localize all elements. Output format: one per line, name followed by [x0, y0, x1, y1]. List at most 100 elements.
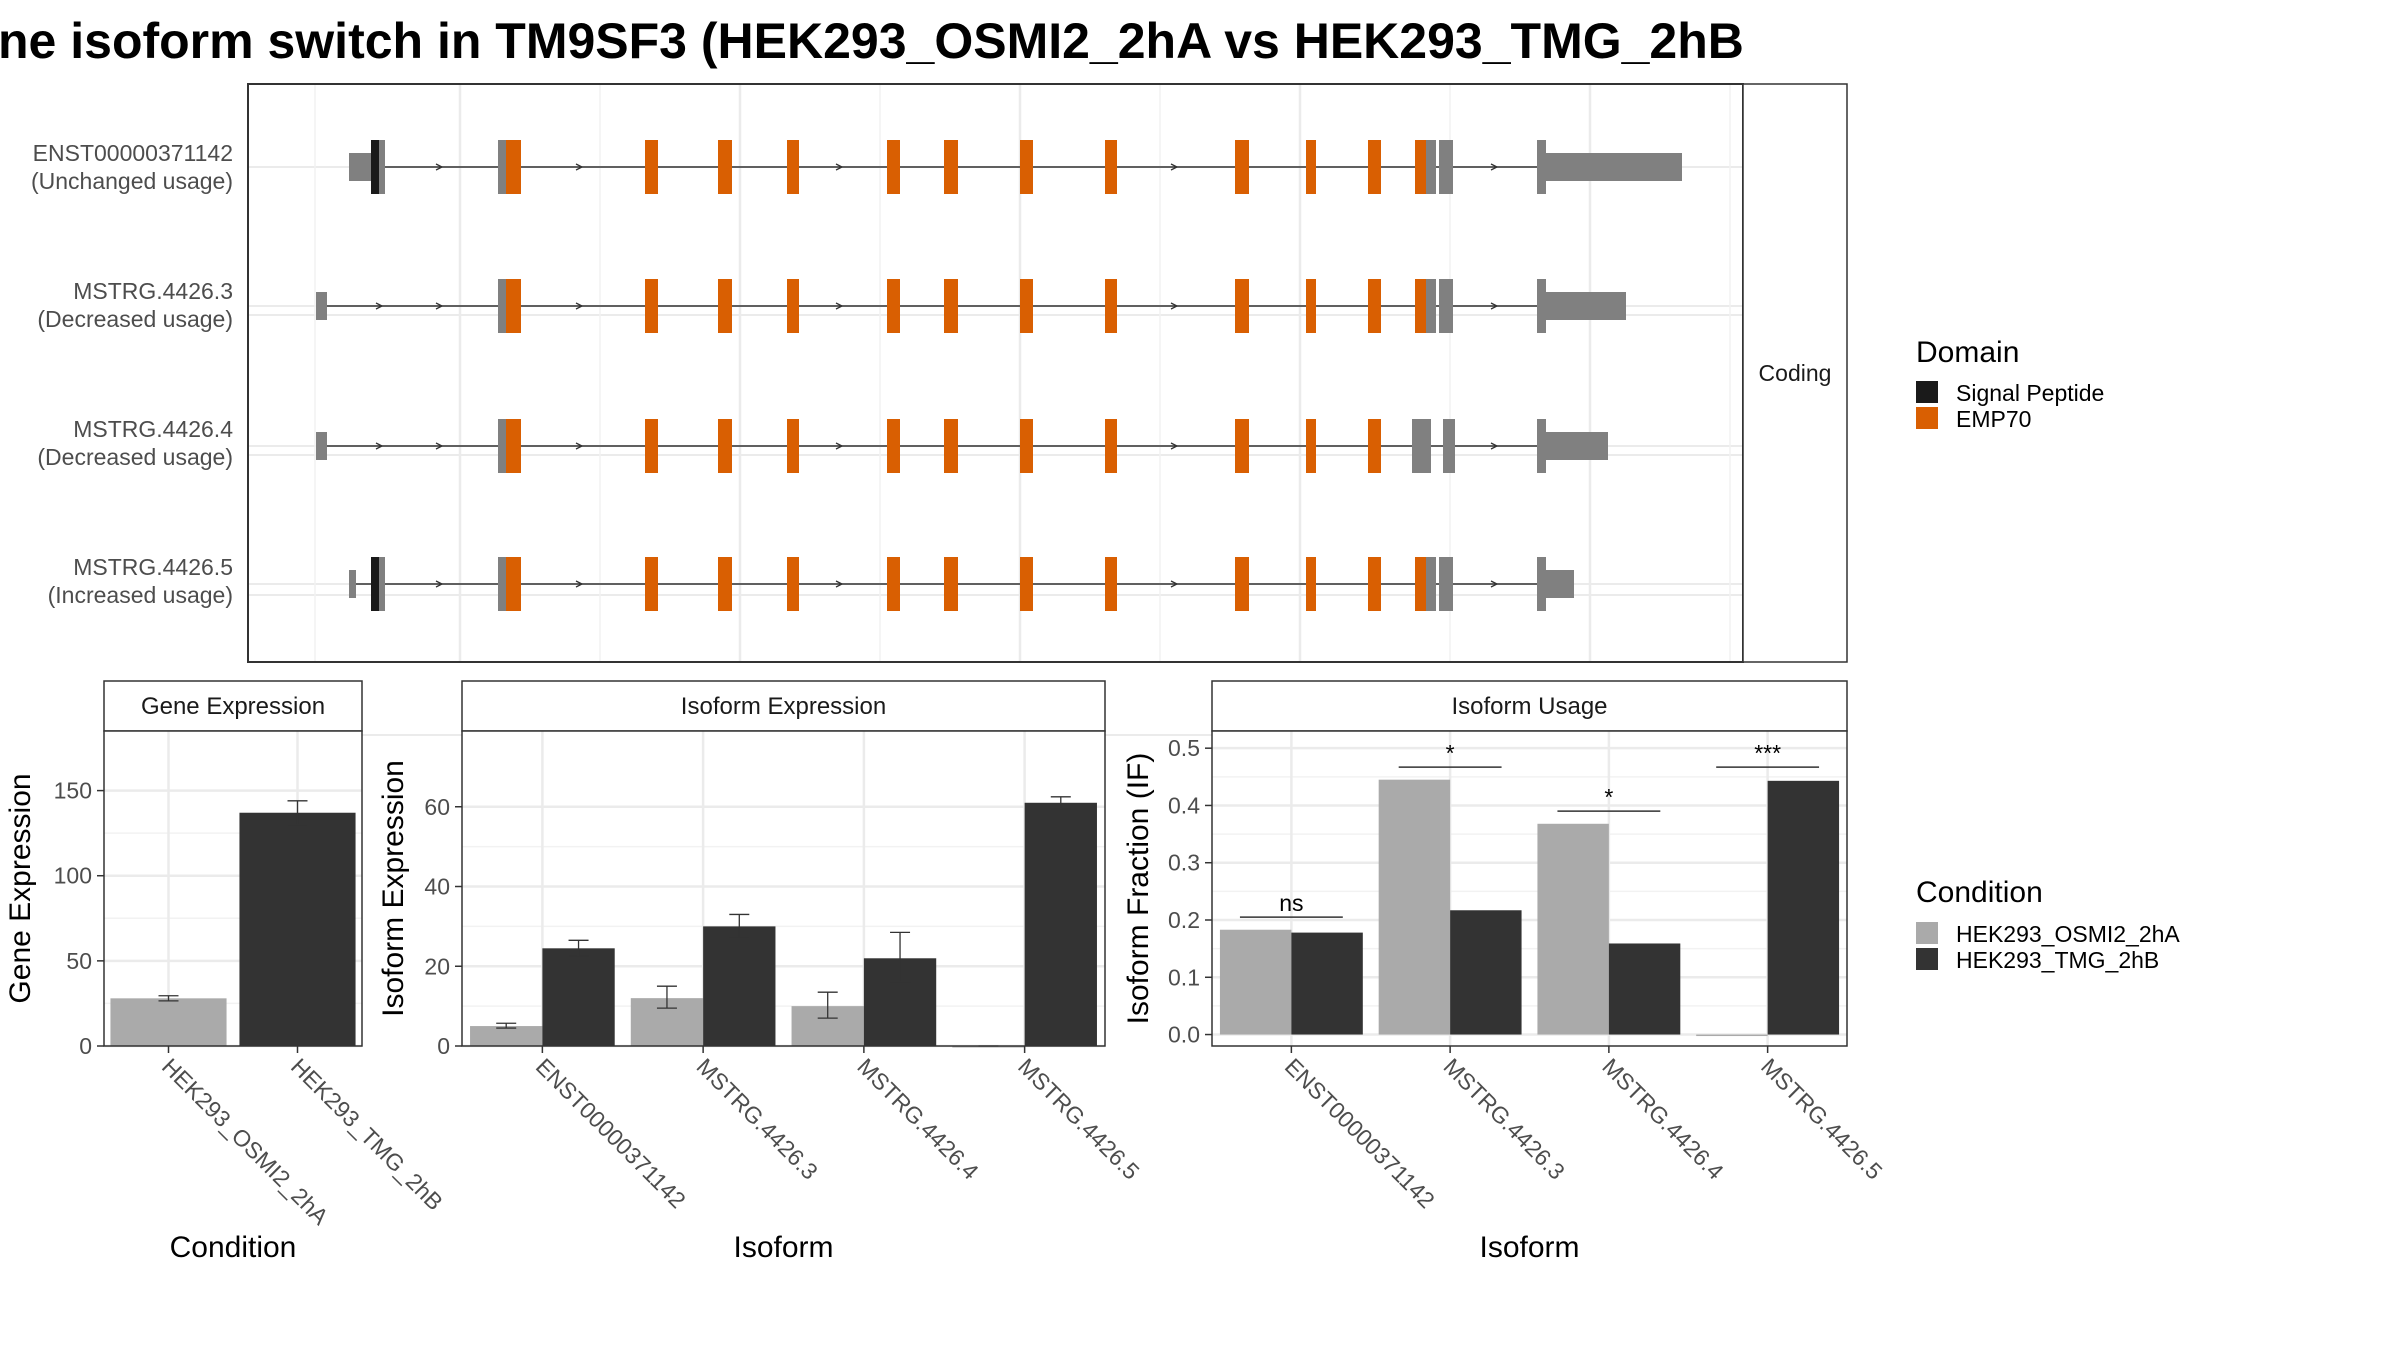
exon [1439, 279, 1453, 333]
exon [349, 570, 356, 598]
legend-label-condition-b: HEK293_TMG_2hB [1956, 947, 2159, 973]
exon [1020, 140, 1033, 194]
panel-strip [461, 680, 1106, 732]
exon [944, 557, 958, 611]
x-tick-label: MSTRG.4426.3 [1439, 1053, 1570, 1184]
exon [787, 419, 799, 473]
exon [1105, 419, 1117, 473]
error-bar [158, 995, 179, 1002]
exon [1235, 419, 1249, 473]
bar [110, 998, 227, 1046]
legend-key-signal-peptide [1916, 381, 1938, 403]
y-tick-label: 50 [66, 948, 92, 974]
bar [1219, 929, 1292, 1035]
significance-label: *** [1754, 740, 1781, 766]
exon [1412, 419, 1431, 473]
transcript-id-label: ENST00000371142 [33, 140, 233, 166]
y-tick-label: 20 [424, 953, 450, 979]
strand-arrow [375, 442, 384, 450]
exon [645, 279, 658, 333]
exon [645, 557, 658, 611]
significance-label: * [1446, 740, 1455, 766]
exon [349, 153, 371, 181]
exon [1426, 279, 1436, 333]
transcript-labels: ENST00000371142 (Unchanged usage) MSTRG.… [31, 140, 233, 608]
bar [542, 948, 615, 1046]
structure-plot-frame [247, 83, 1744, 663]
exon [1426, 557, 1436, 611]
coding-facet-label: Coding [1759, 360, 1832, 386]
exon [316, 432, 327, 460]
legend-label-signal-peptide: Signal Peptide [1956, 380, 2104, 406]
exon [1415, 279, 1426, 333]
error-bar [1050, 796, 1071, 810]
exon [371, 557, 379, 611]
exon [1020, 557, 1033, 611]
error-bar [656, 985, 677, 1009]
exon [944, 419, 958, 473]
exon [1235, 140, 1249, 194]
exon [718, 140, 732, 194]
exon [1306, 557, 1316, 611]
error-bar [287, 800, 308, 826]
legend-label-condition-a: HEK293_OSMI2_2hA [1956, 921, 2180, 947]
exon [1368, 279, 1381, 333]
exon [1368, 140, 1381, 194]
bar [1767, 780, 1840, 1035]
bar [239, 812, 356, 1046]
strand-arrow [435, 442, 444, 450]
transcript-row [349, 140, 1682, 194]
panel-strip [1211, 680, 1848, 732]
y-axis-title: Isoform Fraction (IF) [1122, 753, 1155, 1025]
legend-key-condition-b [1916, 948, 1938, 970]
transcript-usage-label: (Increased usage) [48, 582, 233, 608]
strand-arrow [575, 442, 584, 450]
exon [1439, 140, 1453, 194]
exon [787, 279, 799, 333]
condition-legend: Condition HEK293_OSMI2_2hA HEK293_TMG_2h… [1916, 876, 2180, 973]
strand-arrow [575, 302, 584, 310]
strand-arrow [1490, 580, 1499, 588]
exon [787, 557, 799, 611]
exon [1235, 279, 1249, 333]
error-bar [890, 931, 911, 983]
panel-title: Isoform Usage [1451, 693, 1607, 720]
gene-expression-panel: Gene Expression050100150HEK293_OSMI2_2hA… [4, 680, 448, 1264]
exon [887, 557, 900, 611]
exon [944, 279, 958, 333]
bar [1537, 823, 1609, 1035]
exon [1020, 419, 1033, 473]
transcript-structure-panel: Coding ENST00000371142 (Unchanged usage)… [31, 83, 1848, 736]
exon [1415, 140, 1426, 194]
exon [506, 419, 521, 473]
exon [1368, 419, 1381, 473]
y-tick-label: 0.5 [1168, 735, 1200, 761]
y-tick-label: 0.3 [1168, 850, 1200, 876]
panel-title: Isoform Expression [681, 693, 886, 720]
bar [1450, 910, 1522, 1035]
y-tick-label: 0 [437, 1033, 450, 1059]
plot-frame [1211, 730, 1848, 1047]
transcript-id-label: MSTRG.4426.5 [73, 554, 233, 580]
y-tick-label: 60 [424, 794, 450, 820]
y-tick-label: 40 [424, 874, 450, 900]
error-bar [817, 991, 838, 1019]
y-tick-label: 100 [54, 863, 92, 889]
exon [1443, 419, 1455, 473]
condition-legend-title: Condition [1916, 876, 2043, 909]
exon [1306, 419, 1316, 473]
exon [1306, 140, 1316, 194]
exon [506, 557, 521, 611]
exon [1546, 570, 1574, 598]
bar [1291, 932, 1363, 1035]
exon [1546, 432, 1608, 460]
y-tick-label: 0 [79, 1033, 92, 1059]
transcript-row [316, 419, 1608, 473]
strand-arrow [1490, 302, 1499, 310]
exon [1439, 557, 1453, 611]
error-bar [568, 939, 589, 957]
exon [718, 279, 732, 333]
strand-arrow [1170, 163, 1179, 171]
transcript-rows [316, 140, 1682, 611]
